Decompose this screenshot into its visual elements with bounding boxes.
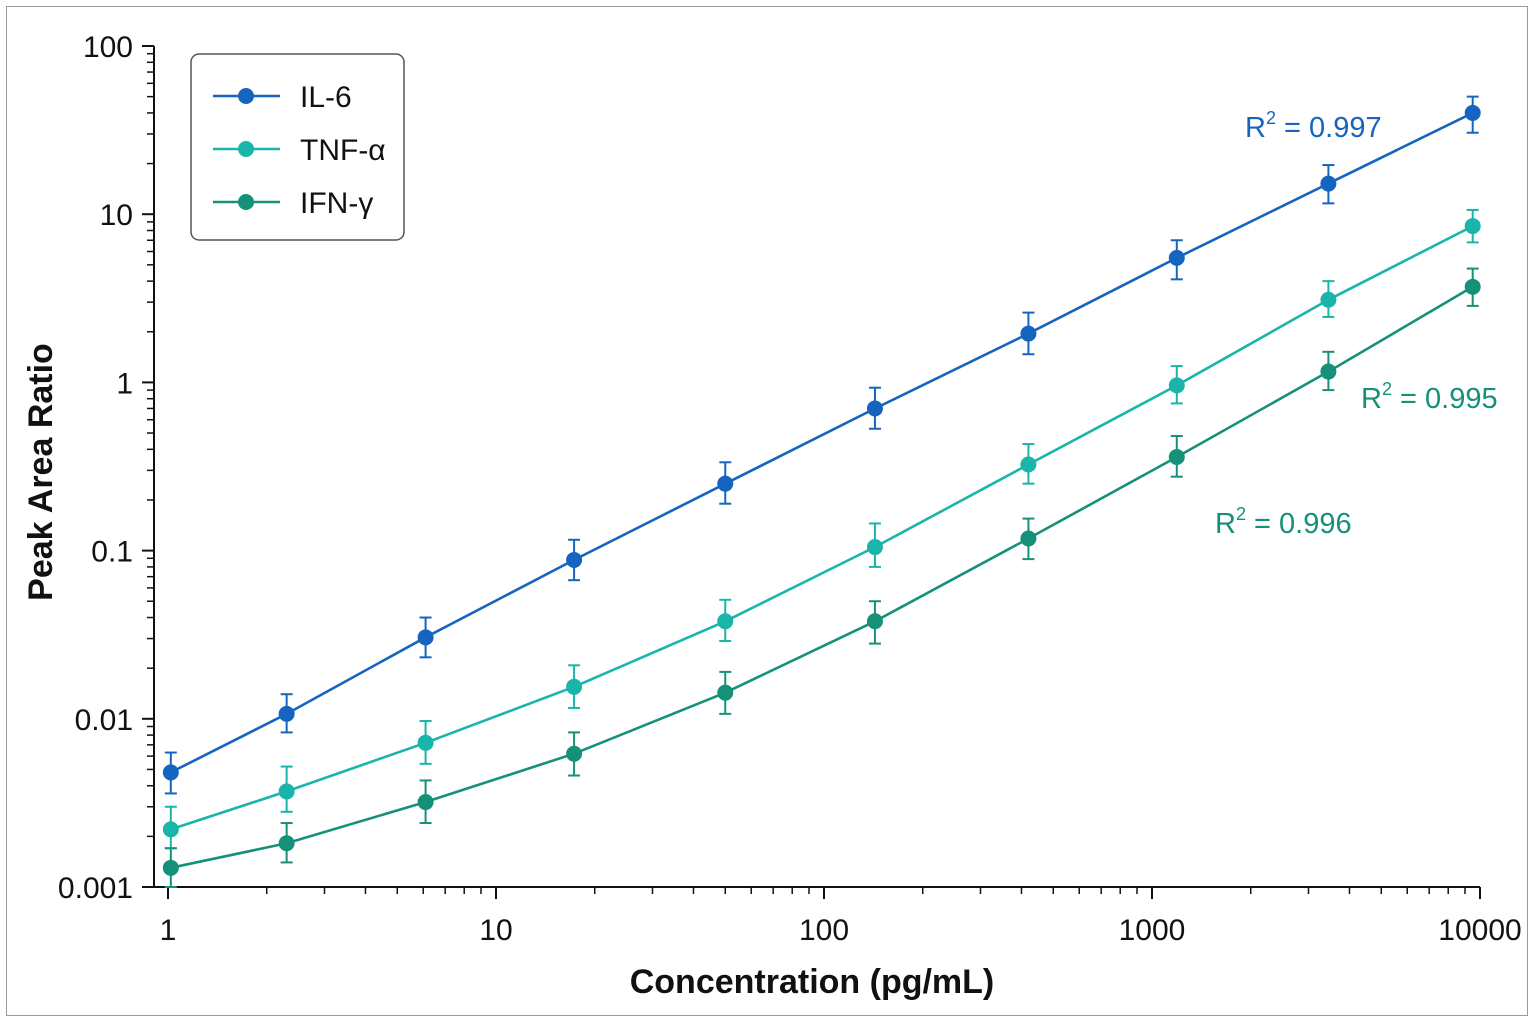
- data-point: [717, 613, 734, 630]
- data-point: [1320, 291, 1337, 308]
- data-point: [1020, 530, 1037, 547]
- data-point: [417, 629, 434, 646]
- legend-marker: [238, 88, 254, 104]
- r2-annotation-tnf: R2 = 0.995: [1361, 379, 1498, 415]
- y-tick-label: 10: [100, 199, 133, 232]
- legend-item-3: IFN-γ: [213, 187, 373, 220]
- data-point: [278, 783, 295, 800]
- series-line: [170, 111, 1474, 774]
- data-point: [417, 794, 434, 811]
- data-point: [1168, 377, 1185, 394]
- data-point: [566, 745, 583, 762]
- series-line: [170, 285, 1474, 870]
- data-point: [162, 764, 179, 781]
- data-point: [417, 734, 434, 751]
- y-tick-label: 100: [83, 31, 133, 64]
- legend-label: TNF-α: [300, 134, 386, 167]
- data-point: [162, 821, 179, 838]
- series-3: [162, 267, 1481, 888]
- data-point: [1464, 218, 1481, 235]
- x-tick-label: 100: [799, 914, 849, 947]
- legend-marker: [238, 141, 254, 157]
- data-point: [717, 475, 734, 492]
- data-point: [866, 613, 883, 630]
- series-2: [162, 208, 1481, 850]
- data-point: [278, 705, 295, 722]
- legend-marker: [238, 194, 254, 210]
- data-point: [566, 678, 583, 695]
- data-point: [1320, 363, 1337, 380]
- data-point: [1168, 449, 1185, 466]
- r2-annotation-ifn: R2 = 0.996: [1215, 504, 1352, 540]
- legend: IL-6 TNF-α IFN-γ: [190, 53, 405, 241]
- data-point: [866, 539, 883, 556]
- x-axis-title: Concentration (pg/mL): [630, 963, 995, 1001]
- series-1: [162, 95, 1481, 795]
- y-tick-label: 0.1: [91, 536, 133, 569]
- legend-item-1: IL-6: [213, 81, 352, 114]
- data-point: [1464, 278, 1481, 295]
- y-axis-title: Peak Area Ratio: [22, 343, 60, 601]
- x-tick-label: 1: [160, 914, 177, 947]
- data-point: [717, 684, 734, 701]
- r2-annotation-il6: R2 = 0.997: [1245, 108, 1382, 144]
- data-point: [1020, 456, 1037, 473]
- y-tick-label: 0.01: [75, 704, 133, 737]
- y-tick-label: 1: [116, 367, 133, 400]
- y-tick-label: 0.001: [58, 872, 133, 905]
- x-tick-label: 1000: [1119, 914, 1186, 947]
- data-point: [1020, 325, 1037, 342]
- legend-item-2: TNF-α: [213, 134, 386, 167]
- legend-label: IFN-γ: [300, 187, 373, 220]
- series-line: [170, 224, 1474, 831]
- data-point: [1464, 104, 1481, 121]
- data-point: [278, 835, 295, 852]
- x-tick-label: 10000: [1438, 914, 1521, 947]
- axes: 1 10 100 1000 10000 0.001 0.01 0.1 1 10 100: [58, 31, 1522, 947]
- series-layer: [162, 95, 1481, 888]
- data-point: [866, 400, 883, 417]
- data-point: [1168, 249, 1185, 266]
- data-point: [1320, 175, 1337, 192]
- data-point: [566, 551, 583, 568]
- x-tick-label: 10: [479, 914, 512, 947]
- legend-label: IL-6: [300, 81, 352, 114]
- data-point: [162, 859, 179, 876]
